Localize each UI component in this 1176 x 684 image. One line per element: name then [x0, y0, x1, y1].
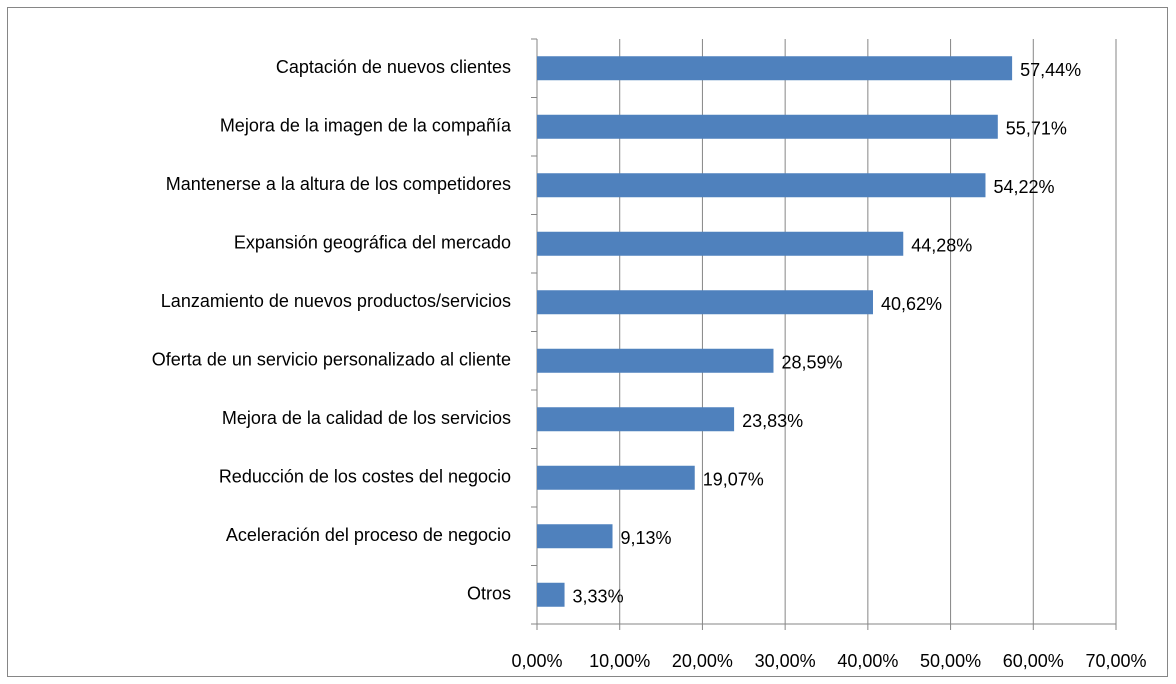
data-label: 23,83%	[742, 411, 803, 431]
data-label: 55,71%	[1006, 119, 1067, 139]
data-label: 19,07%	[703, 470, 764, 490]
bar	[537, 407, 735, 432]
data-label: 54,22%	[993, 177, 1054, 197]
y-tick-label: Aceleración del proceso de negocio	[226, 525, 511, 545]
x-tick-label: 20,00%	[672, 651, 733, 671]
data-label: 44,28%	[911, 236, 972, 256]
x-tick-label: 10,00%	[589, 651, 650, 671]
y-tick-label: Reducción de los costes del negocio	[219, 467, 511, 487]
data-label: 9,13%	[621, 528, 672, 548]
x-tick-label: 40,00%	[837, 651, 898, 671]
bar	[537, 56, 1013, 81]
x-tick-label: 60,00%	[1003, 651, 1064, 671]
y-tick-label: Oferta de un servicio personalizado al c…	[152, 350, 511, 370]
y-tick-label: Captación de nuevos clientes	[276, 57, 511, 77]
bar	[537, 231, 904, 256]
data-label: 40,62%	[881, 294, 942, 314]
data-label: 28,59%	[781, 353, 842, 373]
bar	[537, 348, 774, 373]
data-label: 57,44%	[1020, 60, 1081, 80]
bar	[537, 114, 998, 139]
data-label: 3,33%	[573, 587, 624, 607]
y-tick-label: Lanzamiento de nuevos productos/servicio…	[161, 291, 511, 311]
x-tick-label: 0,00%	[511, 651, 562, 671]
bar	[537, 465, 695, 490]
y-tick-label: Mantenerse a la altura de los competidor…	[166, 174, 511, 194]
y-tick-label: Otros	[467, 584, 511, 604]
y-tick-label: Expansión geográfica del mercado	[234, 233, 511, 253]
bar	[537, 524, 613, 549]
x-tick-label: 50,00%	[920, 651, 981, 671]
x-tick-label: 30,00%	[755, 651, 816, 671]
bar	[537, 582, 565, 607]
bar	[537, 173, 986, 198]
y-tick-label: Mejora de la imagen de la compañía	[220, 116, 512, 136]
x-tick-label: 70,00%	[1085, 651, 1146, 671]
y-tick-label: Mejora de la calidad de los servicios	[222, 408, 511, 428]
chart-border	[7, 7, 1168, 677]
bar	[537, 290, 873, 315]
